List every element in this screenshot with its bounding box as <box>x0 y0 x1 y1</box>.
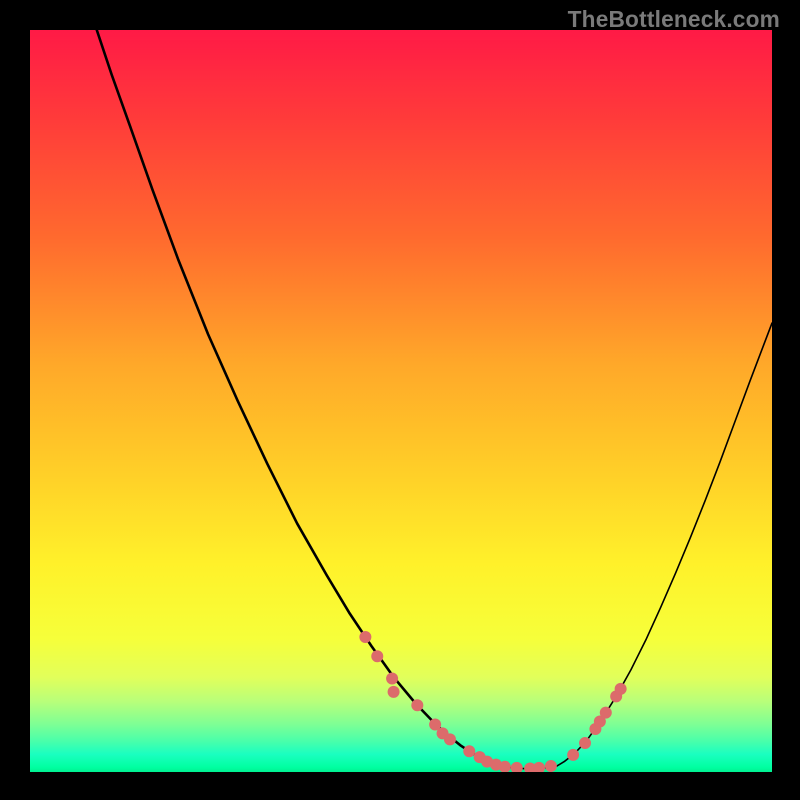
marker-dot <box>359 631 371 643</box>
marker-dot <box>545 760 557 772</box>
marker-dot <box>463 745 475 757</box>
marker-dot <box>386 673 398 685</box>
marker-dot <box>600 707 612 719</box>
watermark-text: TheBottleneck.com <box>568 6 780 33</box>
marker-dot <box>411 699 423 711</box>
marker-dot <box>615 683 627 695</box>
marker-dot <box>388 686 400 698</box>
plot-area <box>30 30 772 772</box>
marker-dot <box>371 650 383 662</box>
marker-dot <box>444 733 456 745</box>
chart-svg <box>30 30 772 772</box>
marker-dot <box>579 737 591 749</box>
gradient-background <box>30 30 772 772</box>
chart-stage: TheBottleneck.com <box>0 0 800 800</box>
marker-dot <box>567 749 579 761</box>
